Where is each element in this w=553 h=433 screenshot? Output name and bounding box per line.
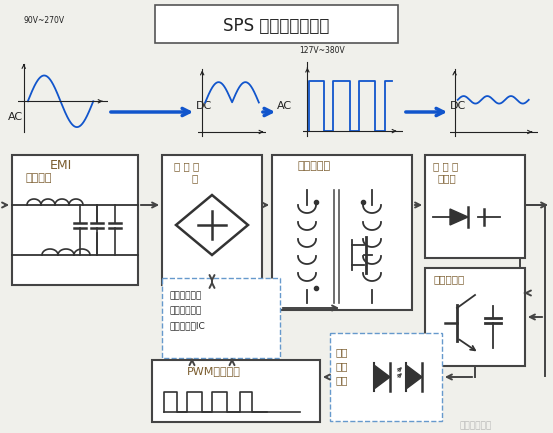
Text: AC: AC [277,101,292,111]
Text: DC: DC [196,101,212,111]
Text: 取样，放大: 取样，放大 [433,274,465,284]
Text: 隔离变压器: 隔离变压器 [297,161,330,171]
Polygon shape [450,209,468,225]
Bar [330,333,442,421]
Text: PWM控制电路: PWM控制电路 [187,366,241,376]
Text: 波: 波 [192,173,198,183]
Text: 保护电路，IC: 保护电路，IC [170,321,206,330]
Text: 间隙震荡、功: 间隙震荡、功 [170,291,202,300]
Text: 光电: 光电 [336,347,348,357]
Text: SPS 开关电源方框图: SPS 开关电源方框图 [223,17,329,35]
Polygon shape [374,365,390,389]
Bar [425,268,525,366]
Bar [272,155,412,310]
Text: 滤波电路: 滤波电路 [26,173,53,183]
Bar [12,155,138,285]
Bar [162,155,262,285]
Bar [152,360,320,422]
Bar [155,5,398,43]
Text: AC: AC [8,112,23,122]
Text: DC: DC [450,101,466,111]
Polygon shape [406,365,422,389]
Text: 整 流 滤: 整 流 滤 [174,161,199,171]
Text: 硬电子工程师: 硬电子工程师 [460,421,492,430]
Text: 率因素改善、: 率因素改善、 [170,306,202,315]
Bar [162,278,280,358]
Text: 耦合: 耦合 [336,361,348,371]
Text: EMI: EMI [50,159,72,172]
Text: 波电路: 波电路 [437,173,456,183]
Text: 127V~380V: 127V~380V [299,45,345,55]
Bar [425,155,525,258]
Text: 90V~270V: 90V~270V [23,16,65,25]
Text: 电路: 电路 [336,375,348,385]
Text: 整 流 滤: 整 流 滤 [433,161,458,171]
